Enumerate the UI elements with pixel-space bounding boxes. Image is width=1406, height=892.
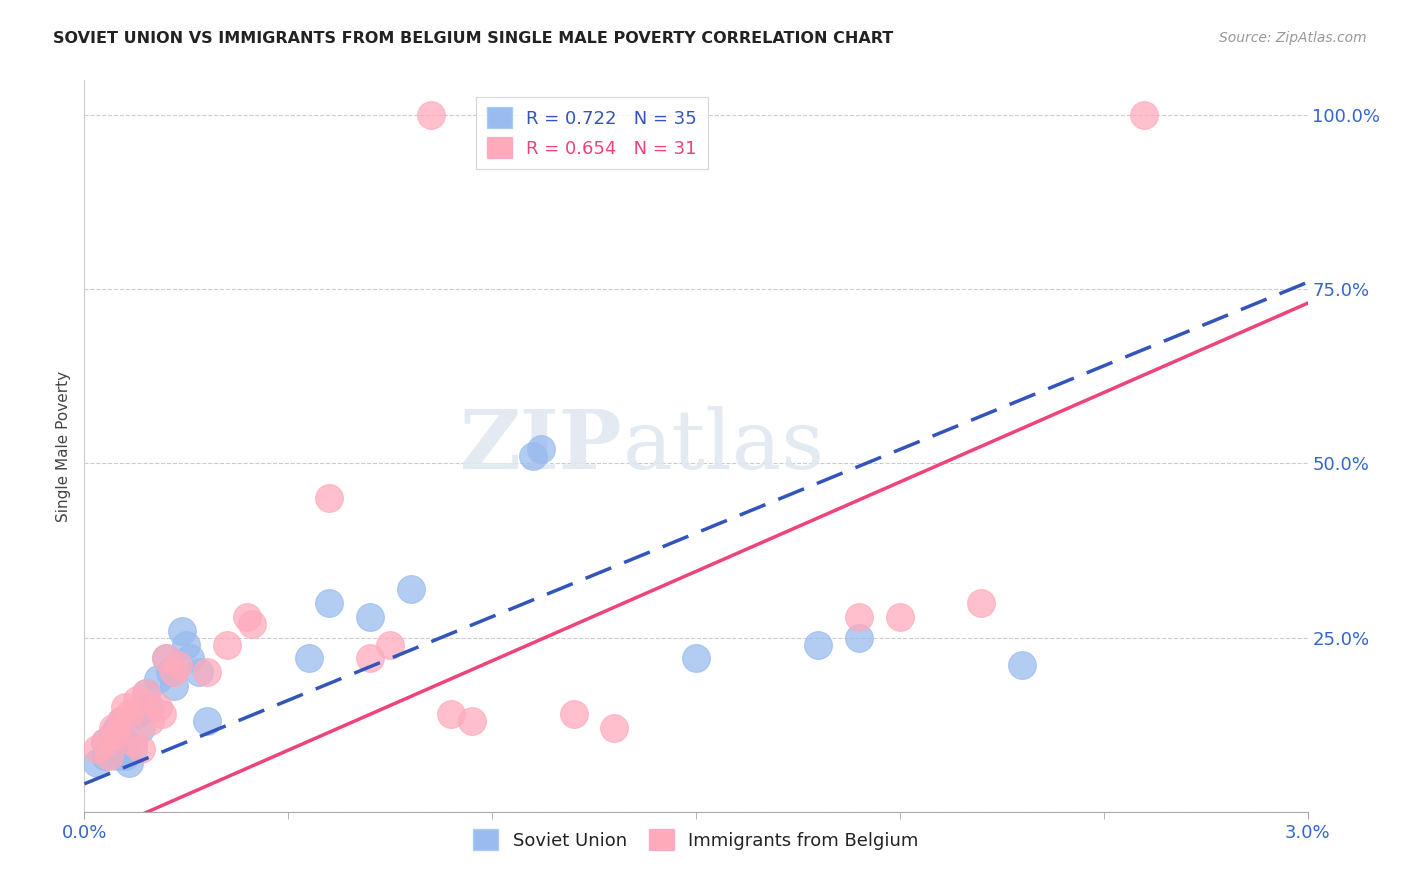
- Point: [114, 749, 136, 764]
- Point: [114, 700, 136, 714]
- Point: [110, 714, 132, 728]
- Point: [318, 491, 340, 506]
- Point: [122, 735, 145, 749]
- Text: Source: ZipAtlas.com: Source: ZipAtlas.com: [1219, 31, 1367, 45]
- Point: [138, 714, 160, 728]
- Point: [150, 707, 173, 722]
- Point: [110, 714, 132, 728]
- Point: [105, 749, 128, 764]
- Point: [101, 728, 124, 742]
- Point: [176, 638, 198, 652]
- Point: [105, 721, 128, 735]
- Point: [179, 651, 201, 665]
- Point: [93, 735, 117, 749]
- Point: [522, 450, 544, 464]
- Point: [848, 631, 870, 645]
- Point: [420, 108, 443, 122]
- Point: [101, 721, 124, 735]
- Point: [131, 742, 153, 756]
- Point: [359, 651, 381, 665]
- Point: [562, 707, 585, 722]
- Point: [138, 700, 160, 714]
- Point: [114, 735, 136, 749]
- Point: [1011, 658, 1033, 673]
- Point: [380, 638, 402, 652]
- Point: [127, 693, 149, 707]
- Point: [685, 651, 707, 665]
- Y-axis label: Single Male Poverty: Single Male Poverty: [56, 370, 72, 522]
- Point: [155, 651, 177, 665]
- Point: [530, 442, 553, 457]
- Point: [105, 728, 128, 742]
- Point: [807, 638, 830, 652]
- Point: [163, 665, 186, 680]
- Point: [298, 651, 321, 665]
- Point: [187, 665, 209, 680]
- Point: [122, 742, 145, 756]
- Point: [240, 616, 263, 631]
- Point: [118, 756, 141, 770]
- Point: [93, 735, 117, 749]
- Point: [461, 714, 484, 728]
- Point: [359, 609, 381, 624]
- Point: [603, 721, 626, 735]
- Text: atlas: atlas: [623, 406, 825, 486]
- Point: [195, 714, 218, 728]
- Point: [440, 707, 463, 722]
- Point: [889, 609, 911, 624]
- Point: [236, 609, 259, 624]
- Point: [101, 742, 124, 756]
- Point: [848, 609, 870, 624]
- Point: [146, 673, 169, 687]
- Text: ZIP: ZIP: [460, 406, 623, 486]
- Point: [86, 756, 108, 770]
- Point: [163, 679, 186, 693]
- Legend: Soviet Union, Immigrants from Belgium: Soviet Union, Immigrants from Belgium: [465, 822, 927, 857]
- Point: [135, 686, 157, 700]
- Point: [1133, 108, 1156, 122]
- Point: [318, 596, 340, 610]
- Point: [217, 638, 239, 652]
- Point: [127, 707, 149, 722]
- Point: [146, 700, 169, 714]
- Point: [155, 651, 177, 665]
- Point: [159, 665, 181, 680]
- Point: [93, 749, 117, 764]
- Point: [195, 665, 218, 680]
- Point: [970, 596, 993, 610]
- Text: SOVIET UNION VS IMMIGRANTS FROM BELGIUM SINGLE MALE POVERTY CORRELATION CHART: SOVIET UNION VS IMMIGRANTS FROM BELGIUM …: [53, 31, 894, 46]
- Point: [167, 658, 190, 673]
- Point: [399, 582, 422, 596]
- Point: [118, 707, 141, 722]
- Point: [172, 624, 194, 638]
- Point: [131, 721, 153, 735]
- Point: [135, 686, 157, 700]
- Point: [97, 749, 120, 764]
- Point: [86, 742, 108, 756]
